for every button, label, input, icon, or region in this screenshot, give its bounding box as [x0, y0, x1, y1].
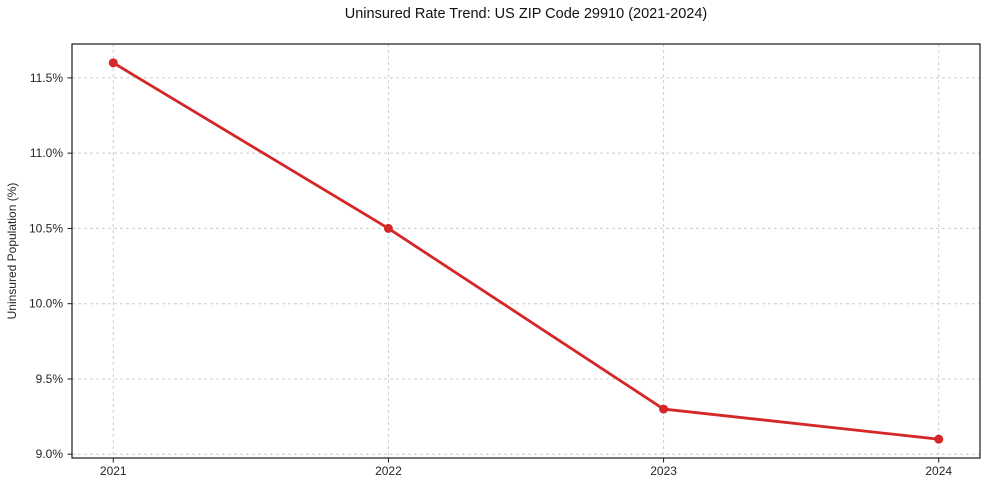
data-point-2024 [934, 434, 944, 444]
data-point-2021 [108, 58, 118, 68]
data-point-2022 [383, 223, 393, 233]
y-tick-label: 11.5% [30, 71, 63, 85]
data-point-2023 [659, 404, 669, 414]
x-tick-label: 2023 [650, 464, 677, 478]
y-tick-label: 9.0% [36, 447, 64, 461]
y-tick-label: 11.0% [30, 146, 63, 160]
y-tick-label: 10.0% [29, 297, 63, 311]
y-tick-label: 9.5% [36, 372, 64, 386]
x-tick-label: 2022 [375, 464, 402, 478]
x-tick-label: 2024 [925, 464, 952, 478]
chart-title: Uninsured Rate Trend: US ZIP Code 29910 … [344, 6, 708, 22]
trend-line [111, 61, 941, 441]
y-tick-label: 10.5% [29, 221, 63, 235]
plot-border [71, 43, 981, 459]
x-tick-label: 2021 [100, 464, 127, 478]
